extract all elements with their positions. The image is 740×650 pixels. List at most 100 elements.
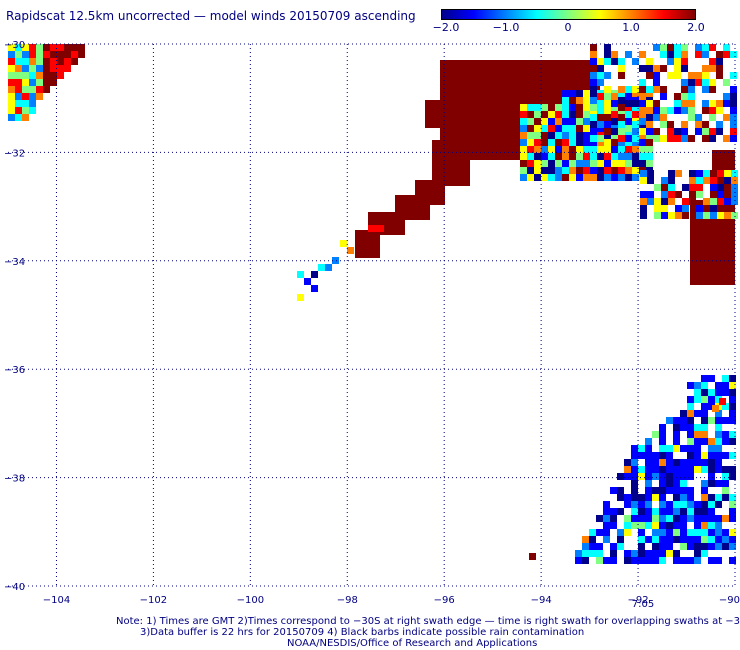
swath-cell [717, 198, 724, 205]
swath-cell [681, 65, 688, 72]
swath-cell [555, 174, 562, 181]
swath-cell [618, 160, 625, 167]
swath-cell [688, 107, 695, 114]
longitude-label: −94 [531, 595, 552, 606]
swath-cell [611, 139, 618, 146]
swath-cell [659, 452, 666, 459]
swath-cell [638, 494, 645, 501]
swath-cell [730, 100, 737, 107]
swath-cell [618, 174, 625, 181]
swath-cell [604, 167, 611, 174]
swath-cell [716, 121, 723, 128]
swath-cell [729, 375, 736, 382]
swath-cell [625, 118, 632, 125]
swath-cell [583, 125, 590, 132]
swath-cell [590, 97, 597, 104]
swath-cell [639, 65, 646, 72]
swath-cell [611, 104, 618, 111]
swath-cell [652, 522, 659, 529]
swath-cell [710, 205, 717, 212]
swath-cell [715, 529, 722, 536]
swath-cell [604, 100, 611, 107]
swath-cell [689, 198, 696, 205]
swath-cell [673, 438, 680, 445]
swath-cell [71, 51, 78, 58]
swath-cell [660, 44, 667, 51]
swath-cell [583, 174, 590, 181]
swath-cell [715, 522, 722, 529]
swath-cell [652, 508, 659, 515]
swath-cell [8, 65, 15, 72]
swath-cell [646, 100, 653, 107]
swath-cell [695, 121, 702, 128]
latitude-label: −40 [4, 582, 25, 593]
longitude-label: −104 [43, 595, 70, 606]
swath-cell [652, 452, 659, 459]
swath-cell [8, 44, 15, 51]
swath-cell [646, 107, 653, 114]
swath-cell [645, 445, 652, 452]
swath-cell [666, 536, 673, 543]
swath-cell [646, 139, 653, 146]
swath-cell [562, 104, 569, 111]
swath-cell [668, 184, 675, 191]
swath-cell [673, 445, 680, 452]
swath-cell [731, 191, 738, 198]
swath-cell [332, 257, 339, 264]
swath-cell [611, 118, 618, 125]
swath-cell [681, 121, 688, 128]
swath-cell [29, 93, 36, 100]
swath-cell [724, 170, 731, 177]
swath-cell [548, 174, 555, 181]
swath-cell [555, 146, 562, 153]
swath-cell [701, 480, 708, 487]
swath-cell [715, 480, 722, 487]
swath-cell [717, 170, 724, 177]
swath-cell [667, 121, 674, 128]
swath-cell [562, 174, 569, 181]
swath-cell [8, 107, 15, 114]
swath-cell [638, 445, 645, 452]
swath-cell [527, 125, 534, 132]
swath-cell [674, 58, 681, 65]
swath-cell [673, 557, 680, 564]
swath-cell [64, 58, 71, 65]
swath-cell [527, 174, 534, 181]
swath-cell [689, 170, 696, 177]
swath-cell [527, 118, 534, 125]
swath-cell [659, 529, 666, 536]
swath-cell [696, 184, 703, 191]
swath-cell [673, 417, 680, 424]
swath-cell [646, 65, 653, 72]
swath-cell [534, 174, 541, 181]
latitude-label: −38 [4, 474, 25, 485]
swath-cell [673, 466, 680, 473]
swath-cell [709, 44, 716, 51]
swath-cell [604, 93, 611, 100]
swath-cell [661, 177, 668, 184]
swath-cell [562, 90, 569, 97]
longitude-label: −100 [237, 595, 264, 606]
swath-cell [666, 487, 673, 494]
swath-cell [652, 529, 659, 536]
swath-cell [534, 125, 541, 132]
swath-cell [660, 114, 667, 121]
swath-cell [659, 494, 666, 501]
swath-cell [639, 153, 646, 160]
swath-cell [712, 405, 719, 412]
swath-cell [569, 125, 576, 132]
swath-cell [624, 557, 631, 564]
swath-cell [687, 410, 694, 417]
swath-cell [576, 153, 583, 160]
swath-cell [611, 93, 618, 100]
swath-cell [666, 480, 673, 487]
swath-cell [583, 104, 590, 111]
swath-cell [576, 160, 583, 167]
swath-cell [680, 473, 687, 480]
swath-cell [534, 139, 541, 146]
swath-cell [709, 135, 716, 142]
swath-cell [667, 107, 674, 114]
swath-cell [653, 114, 660, 121]
swath-cell [625, 111, 632, 118]
swath-cell [654, 184, 661, 191]
